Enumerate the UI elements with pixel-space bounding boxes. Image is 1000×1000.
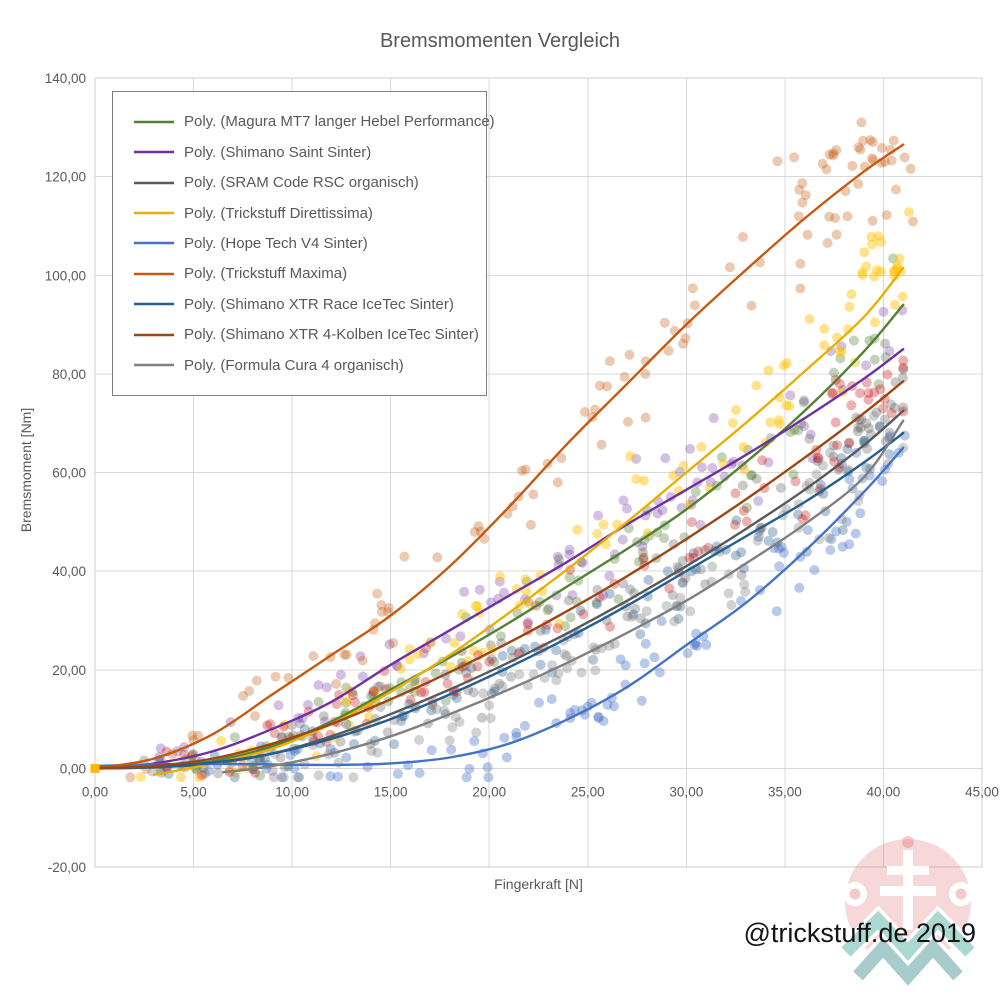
legend-label: Poly. (Trickstuff Maxima) [184, 265, 348, 283]
svg-text:140,00: 140,00 [45, 71, 86, 86]
trendline-trickstuff_maxima [93, 143, 905, 770]
svg-text:80,00: 80,00 [52, 367, 86, 382]
legend-item-trickstuff_direttissima: Poly. (Trickstuff Direttissima) [133, 205, 476, 222]
logo-cross-icon [843, 836, 973, 930]
svg-text:0,00: 0,00 [60, 761, 86, 776]
legend-label: Poly. (Shimano XTR Race IceTec Sinter) [184, 295, 454, 313]
svg-text:60,00: 60,00 [52, 466, 86, 481]
legend-label: Poly. (Trickstuff Direttissima) [184, 204, 373, 222]
svg-text:40,00: 40,00 [52, 564, 86, 579]
svg-text:5,00: 5,00 [180, 784, 206, 799]
legend-label: Poly. (SRAM Code RSC organisch) [184, 174, 419, 192]
svg-text:40,00: 40,00 [867, 784, 901, 799]
scatter-xtr_race_icetec [155, 421, 895, 783]
watermark-credit: @trickstuff.de 2019 [743, 918, 976, 948]
trendline-formula_cura4 [221, 419, 905, 774]
svg-text:30,00: 30,00 [669, 784, 703, 799]
svg-text:120,00: 120,00 [45, 170, 86, 185]
legend-swatch-icon [134, 120, 174, 124]
x-tick-labels: 0,00 5,00 10,00 15,00 20,00 25,00 30,00 35,00 40… [82, 784, 999, 799]
trendline-hope_tech_v4 [93, 446, 905, 768]
legend-item-trickstuff_maxima: Poly. (Trickstuff Maxima) [133, 265, 476, 282]
legend-label: Poly. (Magura MT7 langer Hebel Performan… [184, 113, 495, 131]
svg-text:45,00: 45,00 [965, 784, 999, 799]
legend-label: Poly. (Shimano Saint Sinter) [184, 143, 372, 161]
svg-text:20,00: 20,00 [472, 784, 506, 799]
legend-label: Poly. (Shimano XTR 4-Kolben IceTec Sinte… [184, 326, 479, 344]
legend-item-xtr_4kolben_icetec: Poly. (Shimano XTR 4-Kolben IceTec Sinte… [133, 326, 479, 344]
legend-swatch-icon [134, 272, 174, 276]
origin-point-marker [90, 763, 100, 773]
chart-title: Bremsmomenten Vergleich [379, 30, 621, 52]
trendline-shimano_saint [93, 348, 905, 770]
legend-item-magura_mt7: Poly. (Magura MT7 langer Hebel Performan… [133, 113, 495, 130]
legend-item-xtr_race_icetec: Poly. (Shimano XTR Race IceTec Sinter) [133, 296, 476, 313]
x-axis-title: Fingerkraft [N] [494, 876, 583, 892]
y-tick-labels: -20,00 0,00 20,00 40,00 60,00 80,00 100,00 120,… [45, 71, 86, 875]
legend-swatch-icon [134, 333, 174, 336]
svg-text:20,00: 20,00 [52, 663, 86, 678]
legend: Poly. (Magura MT7 langer Hebel Performan… [112, 91, 495, 396]
svg-text:25,00: 25,00 [571, 784, 605, 799]
legend-swatch-icon [134, 363, 174, 367]
legend-swatch-icon [134, 181, 174, 184]
trendline-xtr_race_icetec [93, 431, 905, 770]
svg-text:35,00: 35,00 [768, 784, 802, 799]
plot-border [94, 77, 983, 868]
legend-item-hope_tech_v4: Poly. (Hope Tech V4 Sinter) [133, 235, 476, 252]
trickstuff-logo-watermark [838, 836, 978, 992]
legend-swatch-icon [134, 211, 174, 215]
legend-item-shimano_saint: Poly. (Shimano Saint Sinter) [133, 144, 476, 161]
logo-mountains-icon [838, 905, 978, 992]
y-axis-title: Bremsmoment [Nm] [18, 407, 34, 533]
scatter-xtr_4kolben_icetec [161, 355, 909, 781]
legend-item-formula_cura4: Poly. (Formula Cura 4 organisch) [133, 357, 476, 374]
scatter-trickstuff_maxima [125, 117, 918, 783]
trendline-sram_code_rsc [93, 409, 905, 770]
svg-text:100,00: 100,00 [45, 268, 86, 283]
svg-text:0,00: 0,00 [82, 784, 108, 799]
trendline-magura_mt7 [93, 303, 905, 770]
legend-swatch-icon [134, 242, 174, 245]
legend-label: Poly. (Formula Cura 4 organisch) [184, 356, 404, 374]
legend-swatch-icon [134, 302, 174, 306]
svg-text:-20,00: -20,00 [48, 860, 86, 875]
trendline-xtr_4kolben_icetec [93, 380, 905, 770]
svg-text:15,00: 15,00 [374, 784, 408, 799]
legend-label: Poly. (Hope Tech V4 Sinter) [184, 234, 368, 252]
svg-text:10,00: 10,00 [275, 784, 309, 799]
trendline-trickstuff_direttissima [152, 266, 905, 776]
legend-swatch-icon [134, 150, 174, 154]
legend-item-sram_code_rsc: Poly. (SRAM Code RSC organisch) [133, 174, 476, 191]
